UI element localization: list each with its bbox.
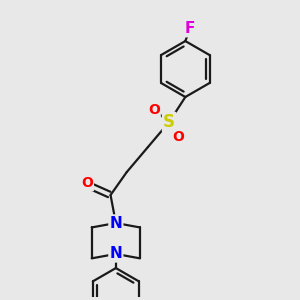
Text: S: S	[163, 113, 175, 131]
Text: O: O	[81, 176, 93, 190]
Text: O: O	[148, 103, 160, 117]
Text: N: N	[110, 215, 122, 230]
Text: N: N	[110, 246, 122, 261]
Text: O: O	[172, 130, 184, 144]
Text: F: F	[184, 21, 195, 36]
